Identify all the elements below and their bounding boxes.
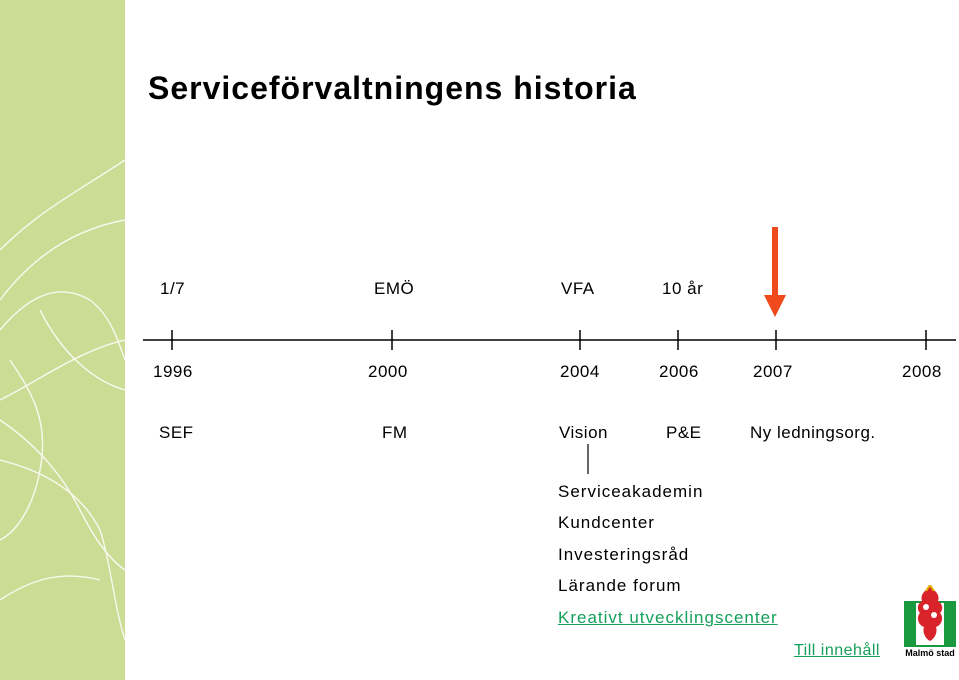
- org-label-sef: SEF: [159, 423, 194, 442]
- org-label-ny-ledningsorg: Ny ledningsorg.: [750, 423, 876, 442]
- event-label-3: VFA: [561, 279, 595, 298]
- malmo-stad-logo: Malmö stad: [902, 583, 958, 660]
- link-kreativt-utvecklingscenter[interactable]: Kreativt utvecklingscenter: [558, 608, 778, 627]
- list-item-larande-forum: Lärande forum: [558, 576, 682, 595]
- event-label-4: 10 år: [662, 279, 704, 298]
- list-item-serviceakademin: Serviceakademin: [558, 482, 704, 501]
- year-label-2000: 2000: [368, 362, 408, 381]
- logo-text: Malmö stad: [905, 648, 955, 658]
- connector-line: [587, 444, 589, 474]
- side-band: [0, 0, 125, 680]
- timeline-axis: [143, 330, 956, 350]
- year-label-2008: 2008: [902, 362, 942, 381]
- org-label-fm: FM: [382, 423, 408, 442]
- event-label-2: EMÖ: [374, 279, 415, 298]
- year-label-2004: 2004: [560, 362, 600, 381]
- malmo-coat-of-arms-icon: [904, 583, 956, 647]
- decorative-pattern-icon: [0, 159, 125, 641]
- year-label-2007: 2007: [753, 362, 793, 381]
- org-label-pe: P&E: [666, 423, 702, 442]
- link-till-innehall[interactable]: Till innehåll: [794, 642, 880, 659]
- org-label-vision: Vision: [559, 423, 608, 442]
- current-position-arrow-icon: [764, 227, 786, 317]
- list-item-kundcenter: Kundcenter: [558, 513, 655, 532]
- year-label-2006: 2006: [659, 362, 699, 381]
- list-item-investeringsrad: Investeringsråd: [558, 545, 690, 564]
- year-label-1996: 1996: [153, 362, 193, 381]
- event-label-1: 1/7: [160, 279, 186, 298]
- slide-title: Serviceförvaltningens historia: [148, 70, 637, 106]
